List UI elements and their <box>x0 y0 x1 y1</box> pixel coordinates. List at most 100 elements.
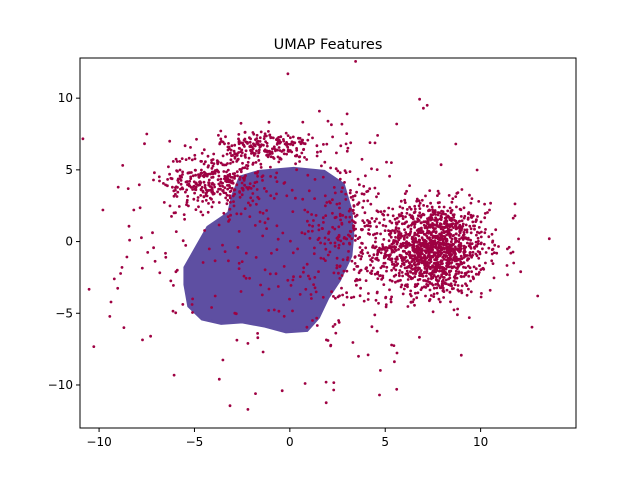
scatter-point <box>216 190 219 194</box>
scatter-point <box>422 220 426 224</box>
scatter-point <box>431 310 435 314</box>
scatter-point <box>339 218 342 222</box>
scatter-point <box>436 189 440 193</box>
scatter-point <box>405 284 409 287</box>
scatter-point <box>506 273 509 277</box>
scatter-point <box>493 243 497 247</box>
scatter-point <box>162 201 166 204</box>
scatter-point <box>244 174 247 178</box>
scatter-point <box>291 135 295 139</box>
scatter-point <box>462 216 466 220</box>
scatter-point <box>337 243 341 247</box>
scatter-point <box>340 122 344 126</box>
scatter-point <box>202 148 206 152</box>
scatter-point <box>425 103 429 107</box>
scatter-point <box>376 210 380 214</box>
scatter-point <box>137 183 141 187</box>
scatter-point <box>240 151 244 155</box>
scatter-point <box>409 277 413 281</box>
scatter-point <box>408 213 412 217</box>
scatter-point <box>255 202 258 206</box>
scatter-point <box>193 191 197 195</box>
scatter-point <box>262 143 265 147</box>
scatter-point <box>255 149 258 153</box>
scatter-point <box>434 213 437 216</box>
scatter-point <box>204 192 208 195</box>
scatter-point <box>394 260 398 264</box>
scatter-point <box>335 202 339 206</box>
scatter-point <box>432 286 436 290</box>
scatter-point <box>334 331 338 335</box>
scatter-point <box>456 284 460 287</box>
scatter-point <box>442 247 446 250</box>
scatter-point <box>397 238 401 242</box>
scatter-point <box>351 341 355 344</box>
scatter-point <box>417 228 420 231</box>
scatter-point <box>420 261 424 265</box>
scatter-point <box>397 220 401 224</box>
scatter-point <box>430 224 433 228</box>
scatter-point <box>255 188 259 191</box>
scatter-point <box>245 186 249 189</box>
scatter-point <box>388 219 392 223</box>
scatter-point <box>390 260 394 264</box>
scatter-point <box>413 250 417 254</box>
scatter-point <box>348 191 352 195</box>
scatter-point <box>438 211 441 215</box>
scatter-point <box>179 187 182 191</box>
scatter-point <box>248 276 252 280</box>
scatter-point <box>388 258 392 261</box>
scatter-point <box>415 197 419 201</box>
scatter-point <box>200 171 204 175</box>
scatter-point <box>151 231 154 235</box>
scatter-point <box>219 137 223 141</box>
scatter-point <box>332 271 336 275</box>
scatter-point <box>125 255 129 259</box>
scatter-point <box>469 227 473 231</box>
scatter-point <box>444 273 448 276</box>
scatter-point <box>333 241 337 245</box>
scatter-point <box>440 231 444 234</box>
scatter-point <box>295 168 298 172</box>
scatter-point <box>295 154 298 158</box>
scatter-point <box>308 223 311 227</box>
scatter-point <box>210 197 213 201</box>
scatter-point <box>276 148 279 152</box>
scatter-point <box>343 181 346 184</box>
scatter-point <box>158 179 161 183</box>
scatter-point <box>241 166 245 170</box>
scatter-point <box>436 240 440 244</box>
scatter-point <box>378 393 381 397</box>
scatter-point <box>355 190 358 194</box>
scatter-point <box>326 119 330 123</box>
scatter-point <box>431 269 435 272</box>
scatter-point <box>251 199 255 203</box>
scatter-point <box>268 272 272 276</box>
scatter-point <box>458 231 462 234</box>
scatter-point <box>379 251 383 255</box>
scatter-point <box>262 137 266 141</box>
scatter-point <box>460 271 463 275</box>
scatter-point <box>428 189 432 193</box>
scatter-point <box>298 275 302 278</box>
scatter-point <box>441 270 445 274</box>
scatter-point <box>454 224 458 228</box>
scatter-point <box>419 249 423 253</box>
scatter-point <box>362 299 366 303</box>
scatter-point <box>201 190 205 194</box>
scatter-point <box>305 158 309 161</box>
scatter-point <box>272 197 276 200</box>
scatter-point <box>427 265 430 269</box>
scatter-point <box>374 298 378 302</box>
scatter-point <box>342 242 345 246</box>
scatter-point <box>327 230 331 234</box>
scatter-point <box>236 174 239 178</box>
scatter-point <box>445 248 449 252</box>
scatter-point <box>427 277 430 281</box>
scatter-point <box>395 351 399 355</box>
scatter-point <box>366 269 369 273</box>
scatter-point <box>238 195 242 199</box>
scatter-point <box>205 194 209 198</box>
scatter-point <box>267 120 271 124</box>
scatter-point <box>506 247 509 251</box>
